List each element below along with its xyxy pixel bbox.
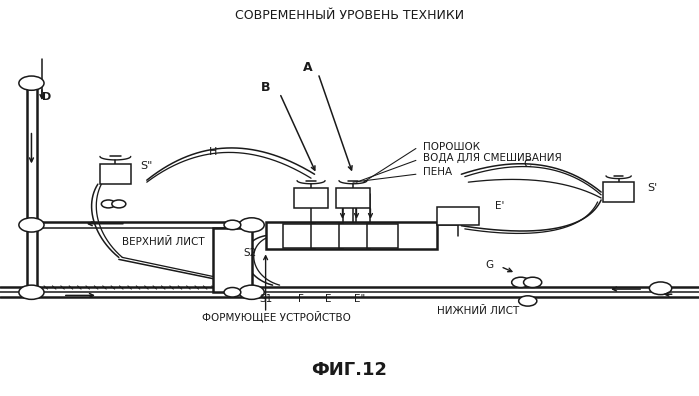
Text: H: H	[209, 147, 217, 158]
Text: B: B	[261, 81, 271, 93]
Bar	[213, 228, 252, 292]
Text: ВЕРХНИЙ ЛИСТ: ВЕРХНИЙ ЛИСТ	[122, 236, 205, 247]
Circle shape	[239, 218, 264, 232]
Text: ПЕНА: ПЕНА	[423, 167, 452, 177]
Bar	[367, 224, 398, 248]
Circle shape	[19, 76, 44, 90]
Text: S': S'	[647, 183, 657, 193]
Circle shape	[112, 200, 126, 208]
Text: ПОРОШОК: ПОРОШОК	[423, 141, 480, 152]
Bar	[100, 164, 131, 184]
Bar	[603, 182, 635, 202]
Text: СОВРЕМЕННЫЙ УРОВЕНЬ ТЕХНИКИ: СОВРЕМЕННЫЙ УРОВЕНЬ ТЕХНИКИ	[235, 10, 464, 22]
Bar	[339, 224, 370, 248]
Text: НИЖНИЙ ЛИСТ: НИЖНИЙ ЛИСТ	[437, 306, 519, 316]
Bar	[336, 188, 370, 208]
Text: S": S"	[140, 161, 153, 171]
Bar	[294, 188, 328, 208]
Text: E: E	[325, 294, 332, 304]
Circle shape	[224, 287, 241, 297]
Text: ФИГ.12: ФИГ.12	[312, 361, 387, 379]
Bar	[283, 224, 315, 248]
Bar	[437, 207, 479, 225]
Text: S2: S2	[244, 248, 257, 258]
Circle shape	[512, 277, 530, 287]
Text: C: C	[524, 159, 532, 169]
Circle shape	[19, 285, 44, 299]
Bar	[266, 222, 437, 249]
Text: G: G	[485, 260, 493, 270]
Circle shape	[524, 277, 542, 287]
Circle shape	[649, 282, 672, 295]
Circle shape	[101, 200, 115, 208]
Text: A: A	[303, 61, 312, 74]
Circle shape	[239, 285, 264, 299]
Circle shape	[19, 218, 44, 232]
Text: E": E"	[354, 294, 366, 304]
Circle shape	[224, 220, 241, 230]
Circle shape	[519, 296, 537, 306]
Text: F: F	[298, 294, 303, 304]
Text: ФОРМУЮЩЕЕ УСТРОЙСТВО: ФОРМУЮЩЕЕ УСТРОЙСТВО	[202, 311, 350, 323]
Text: D: D	[42, 92, 52, 102]
Bar	[311, 224, 343, 248]
Text: ВОДА ДЛЯ СМЕШИВАНИЯ: ВОДА ДЛЯ СМЕШИВАНИЯ	[423, 153, 561, 164]
Text: S1: S1	[259, 294, 272, 304]
Text: E': E'	[495, 201, 505, 211]
